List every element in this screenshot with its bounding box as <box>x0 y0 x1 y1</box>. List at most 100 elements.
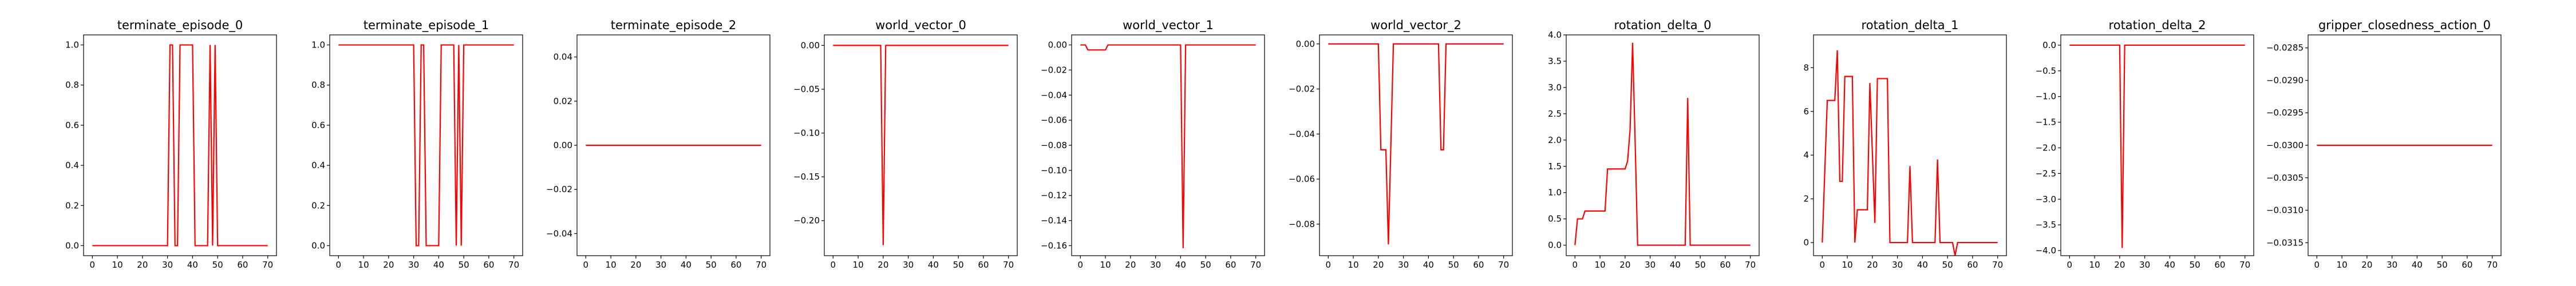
x-tick-label: 50 <box>212 260 223 270</box>
x-tick-label: 10 <box>112 260 123 270</box>
series-line <box>1574 42 1751 246</box>
y-tick-label: 0.0 <box>1548 240 1562 251</box>
y-tick-label: −0.02 <box>1041 65 1067 75</box>
x-tick-label: 70 <box>2239 260 2250 270</box>
y-tick-label: −4.0 <box>2036 245 2056 256</box>
x-tick-label: 0 <box>1573 260 1578 270</box>
x-tick-label: 40 <box>433 260 444 270</box>
x-tick-label: 30 <box>2139 260 2150 270</box>
axes-frame <box>1813 34 2007 256</box>
plot-title: rotation_delta_2 <box>2109 18 2206 33</box>
subplot-rotation_delta_2: rotation_delta_2 0 10 20 30 40 50 60 70 −4.0 −3.5 −… <box>2036 18 2254 270</box>
y-tick-label: −0.0285 <box>2266 43 2304 53</box>
y-tick-label: 4 <box>1803 150 1809 160</box>
y-tick-label: −0.0290 <box>2266 75 2304 85</box>
subplot-terminate_episode_1: terminate_episode_1 0 10 20 30 40 50 60 70 0.0 0.2… <box>311 18 523 270</box>
series-line <box>833 45 1009 245</box>
series-line <box>1822 50 1998 256</box>
subplot-world_vector_1: world_vector_1 0 10 20 30 40 50 60 70 −0.16 −0.14 −… <box>1041 18 1265 270</box>
x-tick-label: 50 <box>1200 260 1211 270</box>
y-tick-label: 3.0 <box>1548 82 1562 93</box>
x-tick-label: 10 <box>358 260 369 270</box>
x-tick-label: 70 <box>1498 260 1509 270</box>
x-tick-label: 20 <box>1125 260 1136 270</box>
y-tick-label: −0.0295 <box>2266 108 2304 118</box>
x-tick-label: 10 <box>1842 260 1853 270</box>
x-tick-label: 40 <box>2164 260 2175 270</box>
subplot-world_vector_0: world_vector_0 0 10 20 30 40 50 60 70 −0.20 −0.15 −… <box>793 18 1018 270</box>
plot-title: terminate_episode_2 <box>611 18 737 33</box>
x-tick-label: 0 <box>90 260 96 270</box>
y-tick-label: 0.02 <box>554 96 572 106</box>
y-tick-label: −0.0300 <box>2266 140 2304 150</box>
x-tick-label: 20 <box>878 260 888 270</box>
x-tick-label: 60 <box>2462 260 2472 270</box>
x-tick-label: 60 <box>1967 260 1978 270</box>
x-tick-label: 60 <box>1225 260 1236 270</box>
subplot-terminate_episode_2: terminate_episode_2 0 10 20 30 40 50 60 70 −0.04 −… <box>546 18 771 270</box>
x-tick-label: 50 <box>1448 260 1459 270</box>
subplot-rotation_delta_1: rotation_delta_1 0 10 20 30 40 50 60 70 0 2 4 6 8 <box>1803 18 2007 270</box>
subplot-world_vector_2: world_vector_2 0 10 20 30 40 50 60 70 −0.08 −0.06 −… <box>1289 18 1513 270</box>
x-tick-label: 10 <box>853 260 864 270</box>
x-tick-label: 50 <box>1695 260 1706 270</box>
y-tick-label: −0.05 <box>793 84 820 94</box>
x-tick-label: 70 <box>1745 260 1756 270</box>
x-tick-label: 20 <box>383 260 394 270</box>
y-tick-label: −0.10 <box>793 128 820 138</box>
x-tick-label: 20 <box>137 260 148 270</box>
x-tick-label: 20 <box>1867 260 1878 270</box>
x-tick-label: 20 <box>1373 260 1384 270</box>
x-tick-label: 70 <box>508 260 519 270</box>
x-tick-label: 60 <box>978 260 989 270</box>
y-tick-label: −0.16 <box>1041 240 1067 251</box>
x-tick-label: 40 <box>1175 260 1186 270</box>
y-tick-label: −0.08 <box>1289 219 1315 229</box>
x-tick-label: 0 <box>1820 260 1826 270</box>
subplot-gripper_closedness_action_0: gripper_closedness_action_0 0 10 20 30 40 50 60… <box>2266 18 2502 270</box>
x-tick-label: 70 <box>262 260 273 270</box>
x-tick-label: 50 <box>1942 260 1953 270</box>
y-tick-label: −1.0 <box>2036 92 2056 102</box>
plot-title: terminate_episode_1 <box>364 18 489 33</box>
y-tick-label: 0.4 <box>311 160 325 170</box>
x-tick-label: 40 <box>1423 260 1434 270</box>
y-tick-label: 6 <box>1803 106 1809 117</box>
x-tick-label: 60 <box>483 260 494 270</box>
y-tick-label: 1.0 <box>65 40 79 50</box>
axes-frame <box>329 34 523 256</box>
x-tick-label: 0 <box>831 260 836 270</box>
y-tick-label: −0.10 <box>1041 165 1067 176</box>
series-line <box>1080 44 1256 248</box>
y-tick-label: −0.12 <box>1041 190 1067 201</box>
subplot-rotation_delta_0: rotation_delta_0 0 10 20 30 40 50 60 70 0.0 0.5 1.0… <box>1548 18 1760 270</box>
x-tick-label: 30 <box>1892 260 1903 270</box>
y-tick-label: −2.0 <box>2036 142 2056 153</box>
y-tick-label: 0.2 <box>65 200 79 210</box>
y-tick-label: −0.5 <box>2036 66 2056 76</box>
x-tick-label: 40 <box>681 260 692 270</box>
y-tick-label: −0.06 <box>1289 174 1315 184</box>
y-tick-label: 4.0 <box>1548 30 1562 40</box>
y-tick-label: −3.0 <box>2036 194 2056 204</box>
x-tick-label: 70 <box>756 260 767 270</box>
x-tick-label: 20 <box>1619 260 1630 270</box>
y-tick-label: 0.8 <box>65 80 79 90</box>
x-tick-label: 40 <box>1917 260 1928 270</box>
plot-title: world_vector_2 <box>1370 18 1461 33</box>
y-tick-label: 0.8 <box>311 80 325 90</box>
y-tick-label: −1.5 <box>2036 117 2056 128</box>
subplot-terminate_episode_0: terminate_episode_0 0 10 20 30 40 50 60 70 0.0 0.2… <box>65 18 277 270</box>
plot-title: world_vector_1 <box>1123 18 1214 33</box>
y-tick-label: −2.5 <box>2036 168 2056 178</box>
y-tick-label: 0.0 <box>2042 40 2056 50</box>
y-tick-label: −0.20 <box>793 216 820 226</box>
x-tick-label: 30 <box>1150 260 1161 270</box>
x-tick-label: 10 <box>1348 260 1359 270</box>
x-tick-label: 60 <box>730 260 741 270</box>
y-tick-label: 1.0 <box>311 40 325 50</box>
x-tick-label: 70 <box>1003 260 1014 270</box>
x-tick-label: 60 <box>2214 260 2225 270</box>
x-tick-label: 0 <box>1078 260 1084 270</box>
